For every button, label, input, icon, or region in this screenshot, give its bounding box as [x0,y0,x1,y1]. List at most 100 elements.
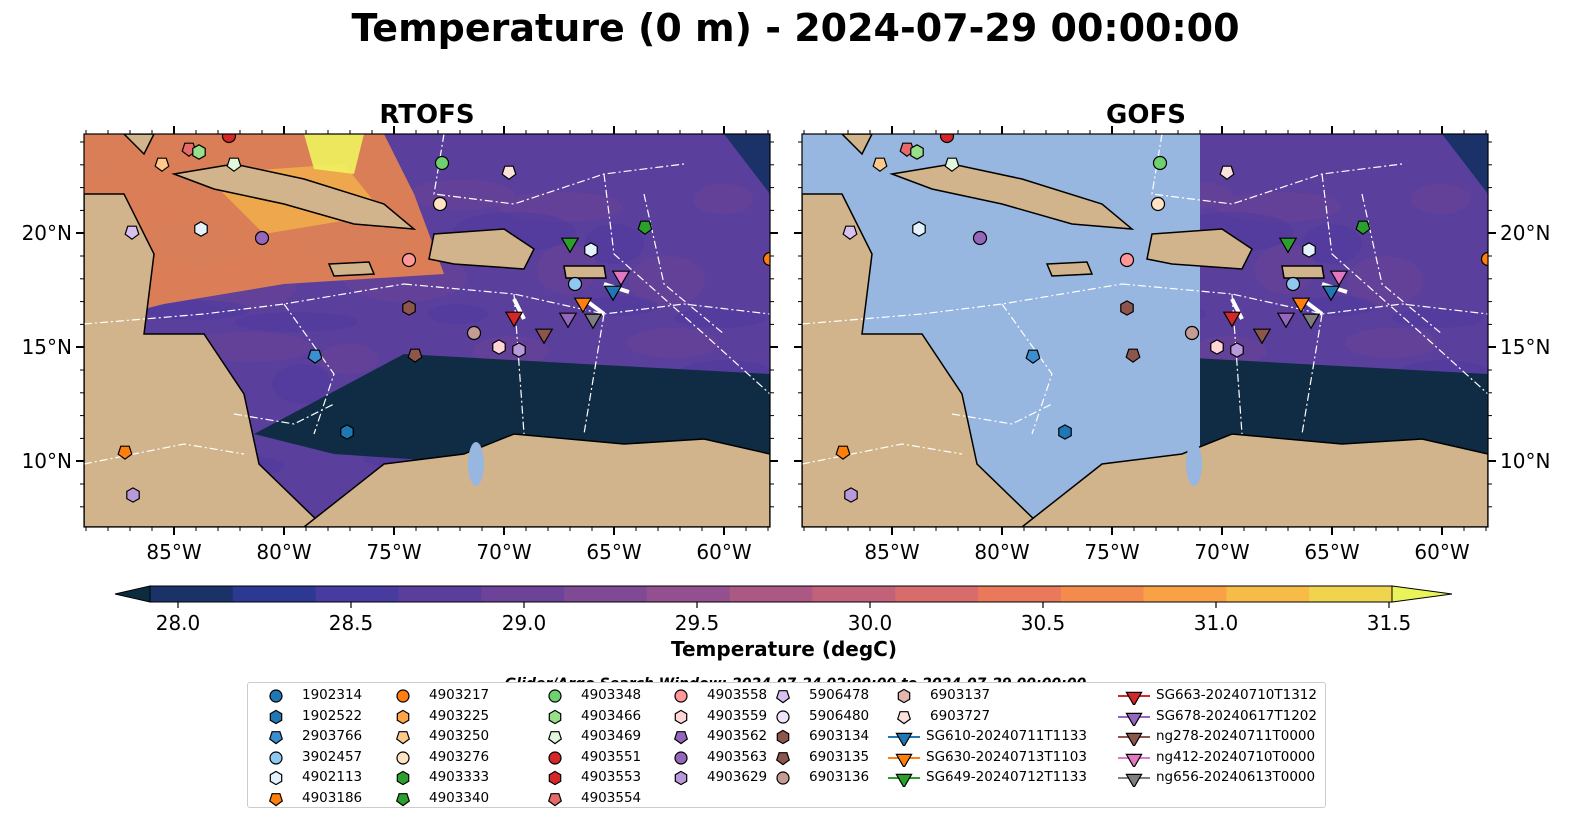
legend-label: 1902522 [302,707,363,724]
legend-marker-icon [547,731,563,745]
legend-label: 4903333 [429,769,490,785]
legend-label: 4903629 [707,769,768,785]
float-marker [117,445,133,460]
float-marker [835,445,851,460]
land-mass [84,193,326,527]
legend-symbol [674,709,688,724]
temp-swirl [272,364,332,404]
lon-tick-label: 60°W [1414,540,1469,564]
lat-tick-label: 20°N [1500,221,1550,245]
legend-marker-icon [674,750,688,765]
legend-symbol [548,770,562,786]
eez-boundary-line [433,134,685,205]
eez-boundary-line [1321,173,1488,395]
panel-title-rtofs: RTOFS [379,100,475,130]
float-marker [844,487,858,503]
float-marker [1119,252,1135,268]
legend-triangle [1125,773,1143,787]
map-gofs: 85°W 80°W 75°W 70°W 65°W 60°W 20°N 15°N 10°N [794,126,1550,564]
float-marker [492,339,506,355]
lon-tick-label: 70°W [476,540,531,564]
legend-label: 3902457 [302,748,363,765]
glider-track [512,298,526,320]
legend-marker-icon [776,729,790,745]
legend-symbol [395,731,411,745]
colorbar-tick-label: 29.5 [675,611,720,635]
legend-label: 4903276 [429,748,490,765]
legend-label: 4903348 [581,687,642,703]
legend-symbol [395,792,411,806]
float-marker [154,157,170,172]
legend-marker-icon [775,690,791,704]
colorbar-label: Temperature (degC) [671,637,897,661]
legend-marker-icon [547,792,563,806]
legend-marker-icon [1118,773,1150,787]
float-marker [466,325,482,341]
float-marker [512,342,526,358]
legend-symbol [896,710,912,724]
float-marker [1302,242,1316,258]
legend-triangle [1125,712,1143,726]
lon-tick-label: 85°W [146,540,201,564]
legend-marker-icon [548,750,562,765]
legend-marker-icon [548,770,562,786]
legend-symbol [674,750,688,765]
legend-symbol [269,750,283,765]
legend-marker-icon [775,751,791,765]
glider-marker [603,285,623,302]
lon-tick-label: 65°W [586,540,641,564]
legend-triangle [895,732,913,746]
legend: 1902314 1902522 2903766 3902457 4902113 49031… [247,682,1326,808]
float-marker [1150,196,1166,212]
eez-boundary-line [283,303,335,435]
legend-label: SG678-20240617T1202 [1156,707,1317,724]
float-marker [434,155,450,171]
legend-marker-icon [269,709,283,724]
land-mass [802,193,1044,527]
map-frame [801,133,1489,528]
map-panel-rtofs: 85°W 80°W 75°W 70°W 65°W 60°W 20°N 15°N 10°N 85°W… [22,126,1550,564]
legend-marker-icon [896,710,912,724]
cool-water-region [1442,134,1488,194]
float-marker [126,487,140,503]
legend-label: 6903137 [930,687,991,703]
legend-symbol [547,792,563,806]
legend-triangle [1125,691,1143,705]
land-mass [889,163,1135,230]
figure-title: Temperature (0 m) - 2024-07-29 00:00:00 [351,6,1240,50]
eez-boundary-line [1301,313,1323,435]
temp-swirl [674,308,766,328]
legend-triangle [1125,732,1143,746]
lat-tick-label: 15°N [22,335,72,359]
legend-marker-icon [268,792,284,806]
temp-swirl [473,336,549,366]
temp-swirl [1302,224,1362,264]
eez-boundary-line [802,283,1123,325]
land-mass [1281,265,1325,279]
legend-symbol [548,709,562,724]
legend-label: 4903551 [581,748,642,765]
temp-swirl [1411,184,1471,214]
float-marker [401,252,417,268]
legend-label: ng656-20240613T0000 [1156,769,1316,785]
legend-marker-icon [548,709,562,724]
float-marker [1219,165,1235,180]
lat-tick-label: 10°N [22,449,72,473]
glider-marker [583,313,603,330]
lon-tick-label: 75°W [1084,540,1139,564]
lon-tick-label: 85°W [864,540,919,564]
legend-symbol [674,770,688,786]
float-marker [567,276,583,292]
legend-label: 6903727 [930,707,991,724]
float-marker [1230,342,1244,358]
float-marker [910,144,924,160]
panel-title-gofs: GOFS [1106,100,1186,130]
legend-label: 4903217 [429,687,490,703]
legend-label: ng412-20240710T0000 [1156,748,1316,765]
lon-tick-label: 80°W [256,540,311,564]
colorbar-tick-label: 31.0 [1194,611,1239,635]
legend-marker-icon [888,773,920,787]
legend-marker-icon [674,689,688,703]
float-marker [307,349,323,364]
eez-boundary-line [802,443,963,465]
